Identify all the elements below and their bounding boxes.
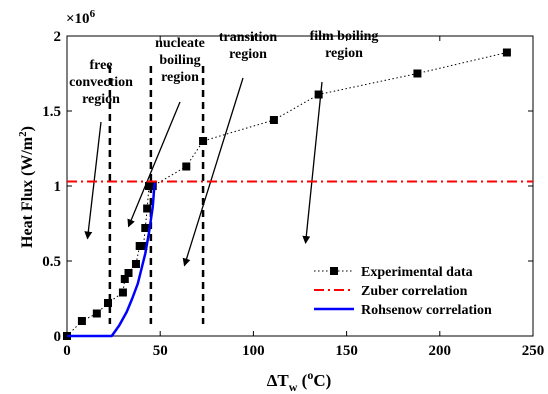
annotation-line: free [89, 58, 112, 73]
y-axis-label-close: ) [19, 126, 36, 131]
x-tick-label: 50 [153, 343, 168, 359]
y-tick-label: 1.5 [42, 104, 61, 120]
legend-label: Zuber correlation [361, 284, 468, 299]
data-point-experimental [148, 182, 157, 190]
data-point-experimental [92, 309, 101, 318]
annotation-line: region [325, 46, 363, 61]
y-axis-label: Heat Flux (W/m2) [17, 126, 36, 248]
x-axis-label: ΔTw (oC) [267, 368, 332, 394]
x-axis-label-main: ΔT [267, 371, 290, 390]
data-point-experimental [120, 275, 129, 283]
y-multiplier: ×106 [66, 8, 96, 27]
x-axis-label-sup: o [307, 368, 313, 382]
annotation-arrow [84, 121, 102, 240]
region-boundaries [108, 66, 205, 324]
data-point-experimental [182, 162, 191, 171]
annotation-text: nucleate boiling region [155, 36, 205, 85]
legend-label: Rohsenow correlation [361, 303, 492, 318]
legend-marker [330, 267, 338, 275]
y-tick-label: 0 [54, 329, 62, 345]
y-tick-label: 2 [54, 29, 62, 45]
axis-text: ×106 Heat Flux (W/m2) ΔTw (oC) [17, 8, 331, 394]
x-axis-label-sub: w [289, 380, 298, 394]
data-series [63, 48, 533, 340]
annotation-line: transition [219, 30, 278, 45]
x-tick-label: 0 [63, 343, 71, 359]
annotation-line: nucleate [155, 36, 205, 51]
y-multiplier-exp: 6 [90, 8, 96, 20]
legend-label: Experimental data [361, 265, 473, 280]
annotation-arrow [127, 101, 181, 228]
data-point-experimental [118, 288, 127, 297]
legend: Experimental data Zuber correlation Rohsen… [314, 265, 492, 318]
data-point-experimental [77, 317, 86, 325]
data-point-experimental [124, 269, 133, 277]
annotation-arrow [302, 81, 323, 244]
x-tick-label: 150 [335, 343, 358, 359]
annotations: free convection region nucleate boiling regio… [69, 29, 379, 267]
y-axis-label-sup: 2 [17, 131, 29, 137]
x-tick-label: 100 [242, 343, 265, 359]
annotation-line: region [229, 47, 267, 62]
annotation-line: region [161, 70, 199, 85]
data-point-experimental [502, 48, 511, 57]
data-point-experimental [314, 90, 323, 99]
x-axis-label-open: ( [297, 371, 307, 390]
annotation-line: region [82, 92, 120, 107]
annotation-text: free convection region [69, 58, 133, 107]
data-point-experimental [131, 260, 140, 268]
x-tick-label: 250 [522, 343, 545, 359]
y-multiplier-base: ×10 [66, 11, 90, 27]
data-point-experimental [141, 224, 150, 232]
y-tick-label: 1 [54, 179, 62, 195]
data-point-experimental [139, 242, 148, 250]
y-tick-label: 0.5 [42, 254, 61, 270]
annotation-line: convection [69, 75, 133, 90]
data-point-experimental [104, 299, 113, 307]
annotation-text: film boiling region [310, 29, 379, 61]
data-point-experimental [269, 116, 278, 124]
annotation-text: transition region [219, 30, 278, 62]
annotation-arrow [182, 77, 244, 267]
y-axis-label-main: Heat Flux (W/m [19, 136, 36, 248]
data-point-experimental [143, 204, 152, 213]
data-point-experimental [413, 69, 422, 78]
annotation-line: boiling [159, 53, 200, 68]
series-line-rohsenow [67, 182, 156, 338]
x-tick-label: 200 [429, 343, 452, 359]
x-axis-label-unit: C) [313, 371, 331, 390]
data-point-experimental [199, 137, 208, 145]
annotation-line: film boiling [310, 29, 379, 44]
